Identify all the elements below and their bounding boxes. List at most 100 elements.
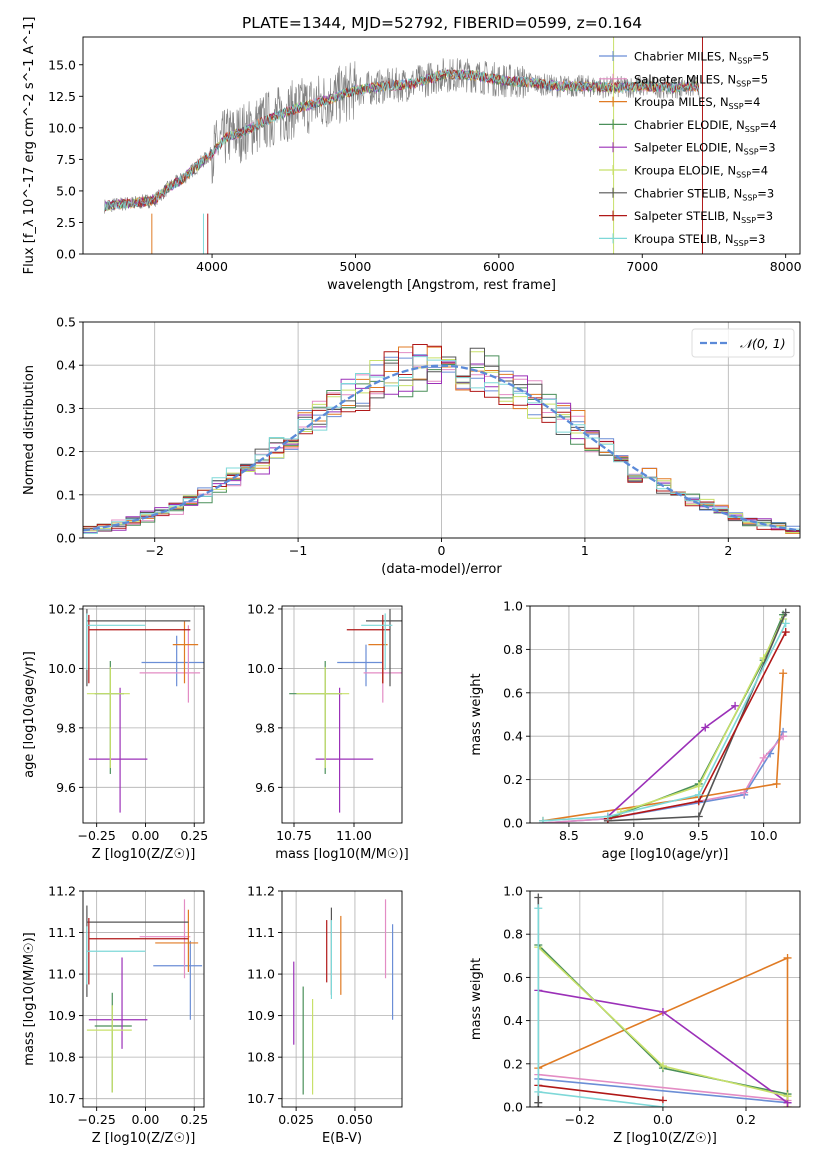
y-tick-label: 10.0 <box>48 661 76 676</box>
age-Z-ylabel: age [log10(age/yr)] <box>22 651 37 778</box>
point-marker <box>603 812 612 821</box>
age-mass-plot-area <box>289 608 402 813</box>
legend-nssp-value: =5 <box>751 72 768 86</box>
series-line <box>620 618 784 813</box>
residuals-panel: −2 −1 0 1 2 0.0 0.1 0.2 0.3 0.4 0.5 (data-model)/er… <box>22 315 801 577</box>
point-salpeter-elodie <box>88 687 148 813</box>
point-marker <box>534 893 543 902</box>
y-tick-label: 10.9 <box>247 1008 275 1023</box>
series-line <box>538 1073 788 1102</box>
weight-Z-panel: −0.2 0.0 0.2 0.0 0.2 0.4 0.6 0.8 1.0 Z [log10(Z/Z… <box>469 884 801 1146</box>
x-tick-label: −0.2 <box>565 1112 595 1127</box>
point-marker <box>538 816 547 823</box>
point-salpeter-stelib <box>88 614 191 684</box>
legend-label-salpeter-stelib: Salpeter STELIB, NSSP=3 <box>634 209 773 225</box>
weight-Z-frame <box>529 890 801 1108</box>
weight-age-panel: 8.5 9.0 9.5 10.0 0.0 0.2 0.4 0.6 0.8 1.0 age [log1… <box>469 599 801 862</box>
weight-age-frame <box>529 605 801 824</box>
weight-Z-ylabel: mass weight <box>469 958 484 1040</box>
x-tick-label: −0.25 <box>78 828 116 843</box>
x-tick-label: 0.25 <box>180 828 208 843</box>
mass-Z-frame <box>82 890 205 1108</box>
legend-nssp-value: =4 <box>751 164 768 178</box>
y-tick-label: 1.0 <box>503 599 523 614</box>
point-marker <box>783 1092 792 1101</box>
legend-label-chabrier-elodie: Chabrier ELODIE, NSSP=4 <box>634 118 777 134</box>
point-marker <box>658 1103 667 1107</box>
point-marker <box>772 779 781 788</box>
x-tick-label: 2 <box>724 543 732 558</box>
point-kroupa-elodie <box>296 666 350 769</box>
normal-curve <box>83 364 800 532</box>
legend-label-kroupa-stelib: Kroupa STELIB, NSSP=3 <box>634 232 765 248</box>
spectrum-panel: 4000 5000 6000 7000 8000 0.0 2.5 5.0 7.5 10.0 12.5… <box>22 17 802 293</box>
weight-age-xlabel: age [log10(age/yr)] <box>602 847 729 862</box>
residuals-legend-box <box>691 328 795 358</box>
point-kroupa-stelib <box>86 926 146 985</box>
legend-nssp-value: =3 <box>756 209 773 223</box>
x-tick-label: −0.25 <box>78 1112 116 1127</box>
series-line <box>538 1084 663 1102</box>
y-tick-label: 10.2 <box>48 601 76 616</box>
point-chabrier-elodie <box>289 660 342 774</box>
point-marker <box>781 619 790 628</box>
point-marker <box>694 782 703 791</box>
y-tick-label: 0.4 <box>56 358 76 373</box>
mass-Z-xlabel: Z [log10(Z/Z☉)] <box>92 1131 196 1146</box>
age-Z-panel: −0.25 0.00 0.25 9.6 9.8 10.0 10.2 Z [log10(Z/Z☉… <box>22 601 208 862</box>
residuals-legend-label: 𝒩(0, 1) <box>740 336 786 351</box>
point-chabrier-stelib <box>86 608 191 687</box>
series-line <box>607 631 787 820</box>
point-kroupa-miles <box>172 620 199 684</box>
y-tick-label: 10.8 <box>247 1050 275 1065</box>
series-chabrier-miles <box>538 727 788 823</box>
point-salpeter-elodie <box>88 957 148 1049</box>
point-kroupa-stelib <box>86 613 146 670</box>
age-mass-frame <box>281 605 403 824</box>
series-chabrier-elodie <box>603 610 788 823</box>
age-mass-xlabel: mass [log10(M/M☉)] <box>275 847 408 862</box>
point-marker <box>694 812 703 821</box>
x-tick-label: 8.5 <box>559 828 579 843</box>
x-tick-label: 0 <box>438 543 446 558</box>
legend-subscript: SSP <box>729 102 744 111</box>
age-Z-plot-area <box>86 608 204 813</box>
series-kroupa-stelib <box>534 904 667 1107</box>
y-tick-label: 0.1 <box>56 487 76 502</box>
x-tick-label: 0.050 <box>337 1112 373 1127</box>
series-model-kroupa-stelib <box>104 68 700 212</box>
y-tick-label: 9.8 <box>255 720 275 735</box>
legend-subscript: SSP <box>742 193 757 202</box>
point-marker <box>759 753 768 762</box>
point-marker <box>534 904 543 913</box>
series-line <box>542 731 784 823</box>
point-chabrier-stelib <box>366 608 402 687</box>
point-kroupa-elodie <box>86 1005 132 1093</box>
weight-Z-xlabel: Z [log10(Z/Z☉)] <box>613 1131 717 1146</box>
spectrum-ylabel: Flux [f_λ 10^-17 erg cm^-2 s^-1 A^-1] <box>22 17 37 275</box>
x-tick-label: 6000 <box>483 259 515 274</box>
x-tick-label: 0.00 <box>132 1112 160 1127</box>
y-tick-label: 10.7 <box>247 1091 275 1106</box>
y-tick-label: 0.2 <box>56 444 76 459</box>
point-salpeter-elodie <box>315 687 374 813</box>
point-marker <box>779 732 788 741</box>
y-tick-label: 15.0 <box>48 57 76 72</box>
y-tick-label: 9.6 <box>255 780 275 795</box>
residuals-xlabel: (data-model)/error <box>381 562 502 577</box>
residuals-plot-area <box>83 344 800 534</box>
weight-Z-plot-area <box>534 893 792 1107</box>
y-tick-label: 11.0 <box>247 967 275 982</box>
x-tick-label: 9.0 <box>624 828 644 843</box>
point-kroupa-elodie <box>86 666 130 769</box>
x-tick-label: 7000 <box>626 259 658 274</box>
point-marker <box>694 790 703 799</box>
y-tick-label: 5.0 <box>56 183 76 198</box>
y-tick-label: 12.5 <box>48 89 76 104</box>
legend-subscript: SSP <box>741 216 756 225</box>
y-tick-label: 10.2 <box>247 601 275 616</box>
y-tick-label: 0.8 <box>503 927 523 942</box>
legend-subscript: SSP <box>737 57 752 66</box>
y-tick-label: 10.8 <box>48 1050 76 1065</box>
